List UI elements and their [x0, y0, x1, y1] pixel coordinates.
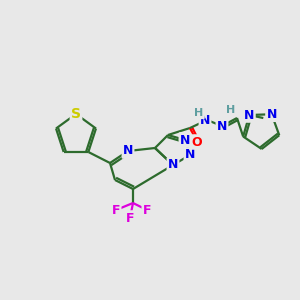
Text: F: F [143, 203, 151, 217]
Text: N: N [266, 108, 277, 121]
Text: N: N [217, 119, 227, 133]
Text: N: N [200, 113, 210, 127]
Text: N: N [244, 109, 254, 122]
Text: N: N [168, 158, 178, 172]
Text: S: S [71, 107, 81, 121]
Text: N: N [185, 148, 195, 161]
Text: H: H [226, 105, 236, 115]
Text: O: O [192, 136, 202, 148]
Text: H: H [194, 108, 204, 118]
Text: F: F [126, 212, 134, 224]
Text: F: F [112, 203, 120, 217]
Text: N: N [180, 134, 190, 146]
Text: N: N [123, 145, 133, 158]
